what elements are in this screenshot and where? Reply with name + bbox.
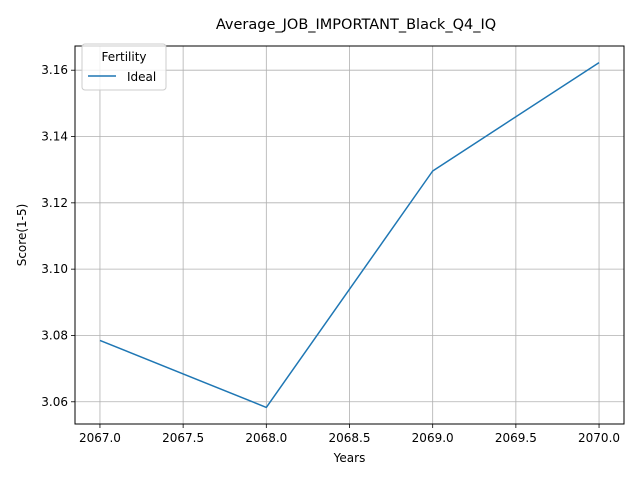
- legend-label-ideal: Ideal: [127, 70, 156, 84]
- y-tick-label: 3.12: [41, 196, 68, 210]
- legend: Fertility Ideal: [81, 43, 167, 91]
- x-axis-label: Years: [333, 451, 366, 465]
- legend-box: [81, 43, 167, 91]
- x-tick-label: 2070.0: [578, 431, 620, 445]
- x-axis: 2067.0 2067.5 2068.0 2068.5 2069.0 2069.5 2070…: [79, 424, 620, 445]
- x-tick-label: 2069.5: [495, 431, 537, 445]
- x-tick-label: 2068.0: [245, 431, 287, 445]
- x-tick-label: 2067.0: [79, 431, 121, 445]
- series-line-ideal: [99, 61, 600, 409]
- y-axis: 3.06 3.08 3.10 3.12 3.14 3.16: [41, 63, 75, 409]
- legend-title: Fertility: [101, 50, 146, 64]
- x-tick-label: 2069.0: [412, 431, 454, 445]
- x-tick-label: 2067.5: [162, 431, 204, 445]
- chart-title: Average_JOB_IMPORTANT_Black_Q4_IQ: [216, 17, 496, 33]
- y-tick-label: 3.08: [41, 328, 68, 342]
- y-axis-label: Score(1-5): [15, 204, 29, 267]
- grid-lines: [75, 46, 624, 424]
- x-tick-label: 2068.5: [329, 431, 371, 445]
- y-tick-label: 3.14: [41, 130, 68, 144]
- y-tick-label: 3.16: [41, 63, 68, 77]
- y-tick-label: 3.10: [41, 262, 68, 276]
- series-group: [99, 61, 600, 409]
- y-tick-label: 3.06: [41, 395, 68, 409]
